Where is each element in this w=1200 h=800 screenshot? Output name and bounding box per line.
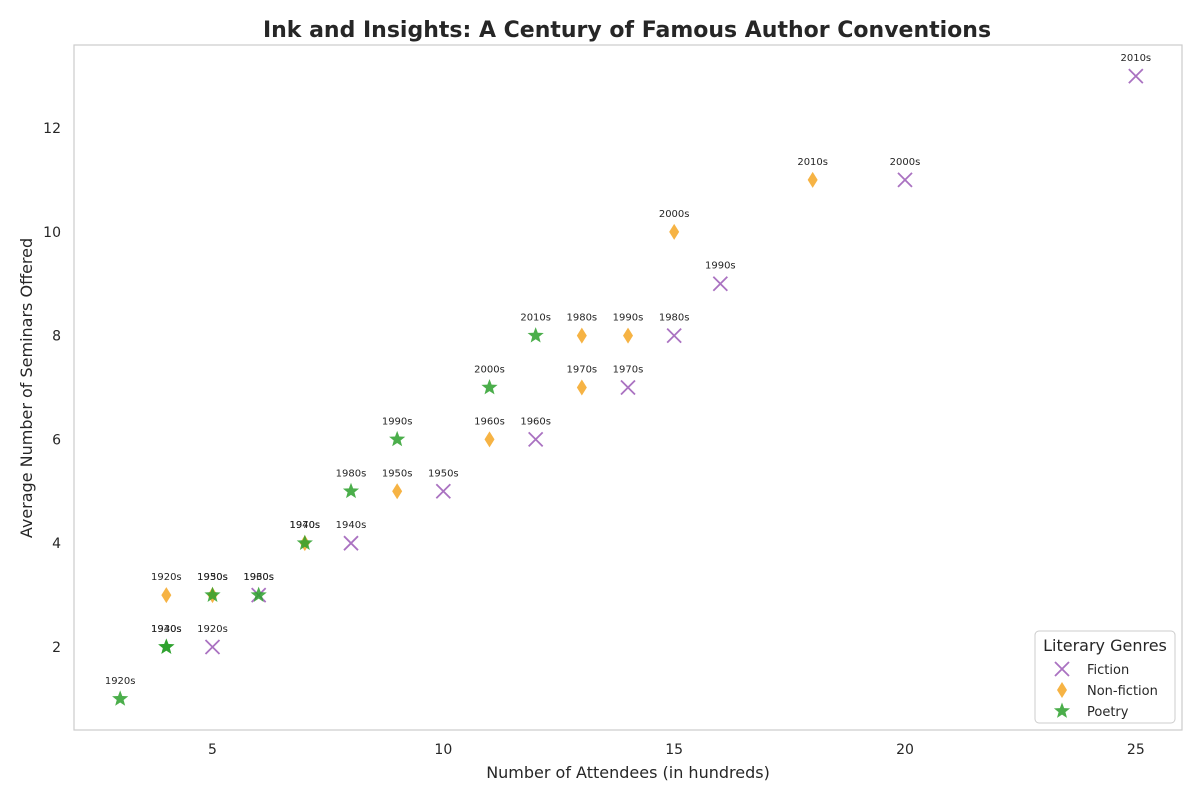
poetry-point bbox=[342, 482, 360, 499]
axis-ticks: 5 10 15 20 25 2 4 6 8 10 12 bbox=[43, 121, 1145, 758]
non-fiction-point bbox=[161, 587, 172, 604]
poetry-point-label: 1970s bbox=[289, 520, 320, 531]
non-fiction-point-label: 2000s bbox=[659, 209, 690, 220]
y-tick-label: 4 bbox=[52, 536, 61, 552]
x-tick-label: 20 bbox=[896, 742, 914, 758]
poetry-point-label: 1990s bbox=[382, 416, 413, 427]
x-tick-label: 5 bbox=[208, 742, 217, 758]
x-tick-label: 10 bbox=[434, 742, 452, 758]
poetry-point-label: 2010s bbox=[520, 313, 551, 324]
fiction-point bbox=[528, 431, 544, 448]
poetry-point bbox=[158, 638, 175, 654]
legend-poetry-label: Poetry bbox=[1087, 705, 1129, 720]
y-tick-label: 8 bbox=[52, 329, 61, 345]
non-fiction-point-label: 1940s bbox=[289, 520, 320, 531]
poetry-point bbox=[527, 327, 544, 343]
fiction-point bbox=[666, 327, 682, 344]
fiction-point-label: 1920s bbox=[197, 624, 228, 635]
poetry-point bbox=[112, 690, 129, 706]
x-axis-label: Number of Attendees (in hundreds) bbox=[486, 763, 770, 782]
non-fiction-point bbox=[392, 483, 403, 500]
fiction-point bbox=[343, 535, 359, 551]
fiction-point bbox=[712, 276, 728, 292]
non-fiction-point-label: 1990s bbox=[613, 313, 644, 324]
fiction-point bbox=[435, 483, 451, 499]
fiction-point-label: 1960s bbox=[520, 416, 551, 427]
non-fiction-point-label: 1950s bbox=[382, 468, 413, 479]
fiction-point-label: 2000s bbox=[890, 157, 921, 168]
fiction-point-label: 1930s bbox=[243, 572, 274, 583]
poetry-point-label: 1960s bbox=[243, 572, 274, 583]
fiction-point-label: 1980s bbox=[659, 313, 690, 324]
non-fiction-point bbox=[576, 379, 587, 396]
non-fiction-point-label: 1980s bbox=[566, 313, 597, 324]
plot-area-frame bbox=[73, 44, 1183, 731]
y-tick-label: 2 bbox=[52, 640, 61, 656]
non-fiction-point bbox=[807, 171, 818, 188]
poetry-point bbox=[204, 586, 221, 602]
poetry-point-label: 1940s bbox=[151, 624, 182, 635]
legend-title: Literary Genres bbox=[1043, 636, 1167, 655]
x-tick-label: 25 bbox=[1127, 742, 1145, 758]
poetry-point bbox=[296, 534, 313, 551]
fiction-point-label: 2010s bbox=[1120, 53, 1151, 64]
fiction-point-label: 1940s bbox=[336, 520, 367, 531]
fiction-point bbox=[204, 639, 221, 655]
fiction-point-label: 1950s bbox=[428, 468, 459, 479]
y-tick-label: 12 bbox=[43, 121, 61, 137]
poetry-point-label: 1950s bbox=[197, 572, 228, 583]
non-fiction-point bbox=[623, 327, 633, 344]
chart-title: Ink and Insights: A Century of Famous Au… bbox=[263, 18, 991, 43]
fiction-point bbox=[620, 379, 636, 396]
non-fiction-point-label: 1930s bbox=[197, 572, 228, 583]
y-axis-label: Average Number of Seminars Offered bbox=[17, 238, 36, 538]
legend-fiction-label: Fiction bbox=[1087, 663, 1129, 678]
y-tick-label: 6 bbox=[52, 432, 61, 448]
poetry-point-label: 1980s bbox=[336, 468, 367, 479]
poetry-point-label: 2000s bbox=[474, 365, 505, 376]
poetry-point bbox=[389, 430, 406, 447]
poetry-point bbox=[250, 586, 267, 602]
legend-poetry-marker bbox=[1053, 702, 1071, 718]
data-points: 1920s1930s1940s1950s1960s1970s1980s1990s… bbox=[105, 53, 1151, 706]
legend-non-fiction-marker bbox=[1057, 682, 1067, 698]
poetry-point-label: 1920s bbox=[105, 676, 136, 687]
legend: Literary Genres Fiction Non-fiction Poetry bbox=[1034, 630, 1176, 724]
non-fiction-point-label: 1960s bbox=[474, 416, 505, 427]
poetry-point-label: 1930s bbox=[151, 624, 182, 635]
non-fiction-point bbox=[669, 223, 680, 240]
fiction-point-label: 1990s bbox=[705, 261, 736, 272]
fiction-point bbox=[897, 172, 913, 188]
fiction-point-label: 1970s bbox=[613, 365, 644, 376]
legend-fiction-marker bbox=[1054, 661, 1070, 677]
non-fiction-point-label: 1970s bbox=[566, 365, 597, 376]
x-tick-label: 15 bbox=[665, 742, 683, 758]
non-fiction-point bbox=[484, 431, 495, 448]
legend-non-fiction-label: Non-fiction bbox=[1087, 684, 1158, 699]
fiction-point bbox=[1128, 68, 1144, 84]
legend-box bbox=[1034, 630, 1176, 724]
non-fiction-point-label: 1920s bbox=[151, 572, 182, 583]
non-fiction-point bbox=[576, 327, 587, 344]
y-tick-label: 10 bbox=[43, 225, 61, 241]
poetry-point bbox=[481, 379, 498, 395]
non-fiction-point-label: 2010s bbox=[797, 157, 828, 168]
